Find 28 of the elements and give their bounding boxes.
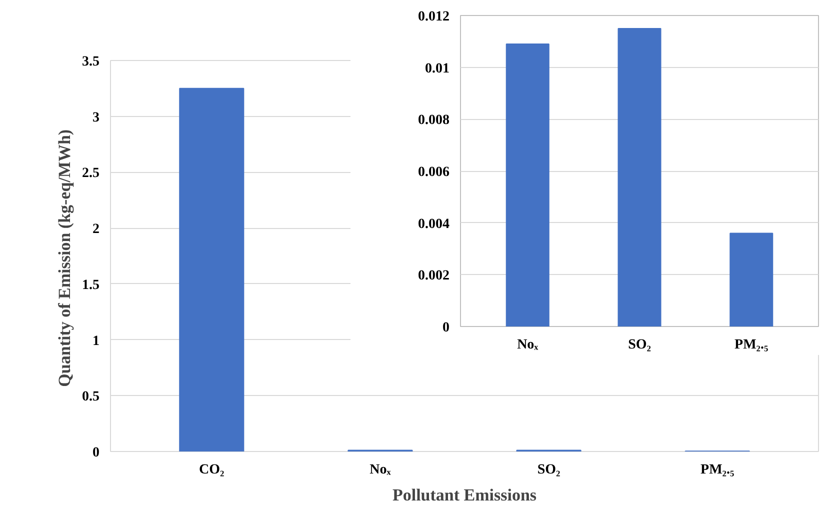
x-tick-label: SO₂ (537, 462, 560, 478)
y-tick-label: 0.004 (418, 216, 450, 232)
x-tick-label: SO₂ (628, 338, 651, 352)
y-tick-label: 3 (92, 110, 100, 126)
x-tick-label: Noₓ (517, 338, 540, 352)
y-tick-label: 3.5 (82, 54, 100, 70)
bar (506, 44, 550, 326)
y-tick-label: 0.002 (418, 268, 450, 284)
y-tick-label: 2 (92, 222, 100, 238)
x-tick-label: CO₂ (199, 462, 224, 478)
y-tick-label: 0.012 (418, 10, 450, 24)
y-tick-label: 0.01 (425, 61, 450, 76)
bar (730, 232, 774, 326)
x-tick-label: Noₓ (370, 462, 392, 478)
bar (179, 88, 244, 452)
x-tick-label: PM₂.₅ (734, 338, 768, 352)
y-tick-label: 1 (92, 334, 100, 349)
y-tick-label: 2.5 (82, 166, 100, 182)
x-axis-title: Pollutant Emissions (392, 486, 537, 504)
y-tick-label: 0.008 (418, 113, 450, 128)
y-tick-label: 0.006 (418, 165, 450, 180)
y-tick-label: 0.5 (82, 390, 100, 405)
bar (618, 28, 662, 326)
y-tick-label: 1.5 (82, 278, 100, 293)
y-axis-title: Quantity of Emission (kg-eq/MWh) (55, 129, 74, 387)
y-tick-label: 0 (92, 446, 100, 460)
y-tick-label: 0 (442, 320, 450, 336)
x-tick-label: PM₂.₅ (700, 462, 734, 478)
